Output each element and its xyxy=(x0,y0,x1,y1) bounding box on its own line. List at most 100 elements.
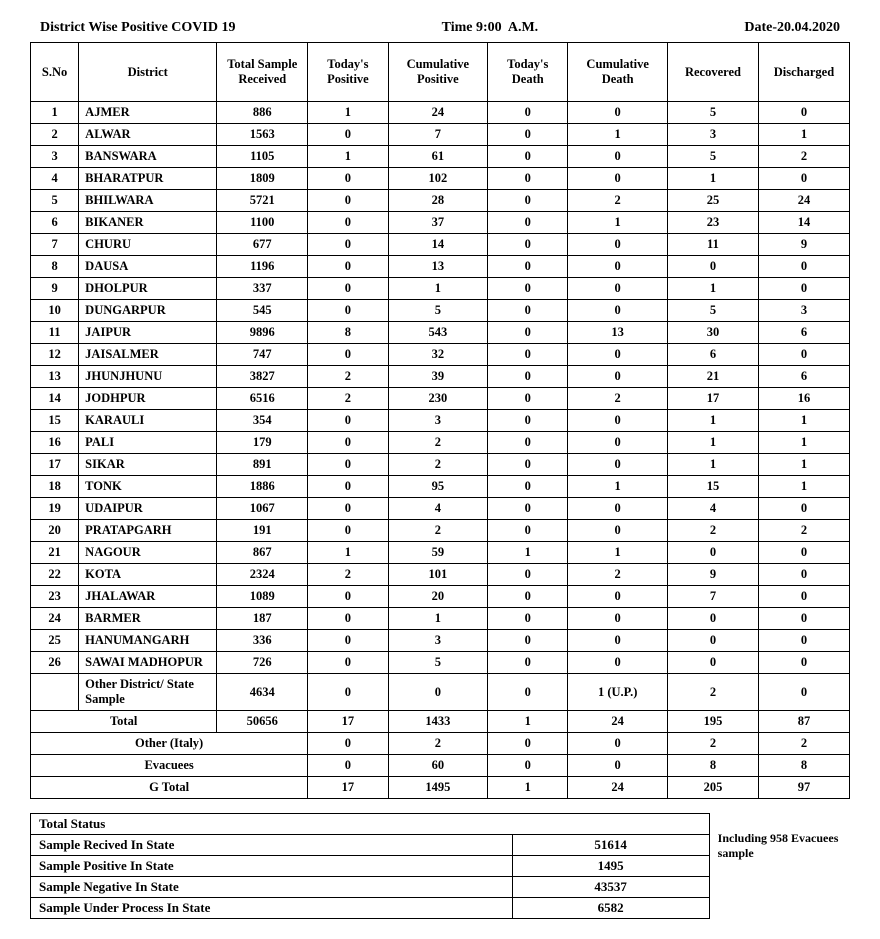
cell: 2 xyxy=(308,366,388,388)
total-row: Total5065617143312419587 xyxy=(31,711,850,733)
cell: 0 xyxy=(568,454,668,476)
cell: 0 xyxy=(308,674,388,711)
cell: 0 xyxy=(488,366,568,388)
cell: 21 xyxy=(667,366,758,388)
table-row: 2ALWAR1563070131 xyxy=(31,124,850,146)
cell: 0 xyxy=(568,498,668,520)
g-total-row: G Total17149512420597 xyxy=(31,777,850,799)
cell: 0 xyxy=(568,234,668,256)
cell: PALI xyxy=(79,432,217,454)
cell: 37 xyxy=(388,212,488,234)
cell: 0 xyxy=(568,432,668,454)
cell: 2324 xyxy=(217,564,308,586)
cell: CHURU xyxy=(79,234,217,256)
cell: 0 xyxy=(568,733,668,755)
cell: JHALAWAR xyxy=(79,586,217,608)
cell: 1 xyxy=(667,278,758,300)
cell: 5 xyxy=(31,190,79,212)
cell: 0 xyxy=(308,652,388,674)
cell: 30 xyxy=(667,322,758,344)
cell: 2 xyxy=(388,454,488,476)
report-time: Time 9:00 A.M. xyxy=(442,20,539,36)
cell: 0 xyxy=(667,542,758,564)
cell: 337 xyxy=(217,278,308,300)
cell: 24 xyxy=(568,777,668,799)
table-row: 18TONK188609501151 xyxy=(31,476,850,498)
cell: 9 xyxy=(667,564,758,586)
table-row: 8DAUSA11960130000 xyxy=(31,256,850,278)
cell: 3827 xyxy=(217,366,308,388)
cell: 0 xyxy=(758,542,849,564)
cell: 12 xyxy=(31,344,79,366)
cell: 1 (U.P.) xyxy=(568,674,668,711)
cell: 9 xyxy=(758,234,849,256)
cell: 0 xyxy=(488,278,568,300)
cell: BIKANER xyxy=(79,212,217,234)
cell: 0 xyxy=(308,300,388,322)
cell: 0 xyxy=(308,344,388,366)
cell: 0 xyxy=(568,586,668,608)
cell: 2 xyxy=(388,432,488,454)
cell: 0 xyxy=(488,322,568,344)
status-row: Sample Negative In State43537 xyxy=(31,877,710,898)
cell: 1 xyxy=(758,410,849,432)
cell: 6 xyxy=(758,322,849,344)
cell: 0 xyxy=(758,586,849,608)
cell: 4 xyxy=(667,498,758,520)
status-value: 6582 xyxy=(512,898,709,919)
cell: 0 xyxy=(667,256,758,278)
cell: 1495 xyxy=(388,777,488,799)
col-header: Recovered xyxy=(667,43,758,102)
cell: 1 xyxy=(758,432,849,454)
cell: 0 xyxy=(568,300,668,322)
status-label: Sample Recived In State xyxy=(31,835,513,856)
cell: UDAIPUR xyxy=(79,498,217,520)
cell: 1809 xyxy=(217,168,308,190)
report-date: Date-20.04.2020 xyxy=(744,20,840,36)
cell: 101 xyxy=(388,564,488,586)
cell: 1 xyxy=(667,454,758,476)
col-header: Cumulative Death xyxy=(568,43,668,102)
cell: 0 xyxy=(758,344,849,366)
cell: 0 xyxy=(568,366,668,388)
cell: JAIPUR xyxy=(79,322,217,344)
cell: 1 xyxy=(488,542,568,564)
cell: 21 xyxy=(31,542,79,564)
cell: 0 xyxy=(488,520,568,542)
cell: 0 xyxy=(308,520,388,542)
cell: DAUSA xyxy=(79,256,217,278)
cell: 886 xyxy=(217,102,308,124)
cell: 1 xyxy=(568,124,668,146)
other-district-row: Other District/ State Sample46340001 (U.… xyxy=(31,674,850,711)
g-total-row-label: G Total xyxy=(31,777,308,799)
cell: 0 xyxy=(488,102,568,124)
cell: 891 xyxy=(217,454,308,476)
table-header-row: S.NoDistrictTotal Sample ReceivedToday's… xyxy=(31,43,850,102)
cell: 22 xyxy=(31,564,79,586)
cell: 0 xyxy=(758,256,849,278)
cell: 1 xyxy=(388,608,488,630)
cell: 1067 xyxy=(217,498,308,520)
cell: 0 xyxy=(308,168,388,190)
cell: 0 xyxy=(488,344,568,366)
cell: 0 xyxy=(308,733,388,755)
cell: 0 xyxy=(758,168,849,190)
report-header: District Wise Positive COVID 19 Time 9:0… xyxy=(30,20,850,36)
cell: 24 xyxy=(758,190,849,212)
cell: 3 xyxy=(667,124,758,146)
cell: 5 xyxy=(667,102,758,124)
cell: 2 xyxy=(758,146,849,168)
cell: 0 xyxy=(488,212,568,234)
cell: 205 xyxy=(667,777,758,799)
table-row: 22KOTA232421010290 xyxy=(31,564,850,586)
cell: 0 xyxy=(568,256,668,278)
cell: 0 xyxy=(488,733,568,755)
cell: 20 xyxy=(31,520,79,542)
status-row: Sample Recived In State51614 xyxy=(31,835,710,856)
cell: 0 xyxy=(388,674,488,711)
cell: 1 xyxy=(308,542,388,564)
cell: 0 xyxy=(488,476,568,498)
cell: 8 xyxy=(667,755,758,777)
cell: HANUMANGARH xyxy=(79,630,217,652)
table-row: 19UDAIPUR1067040040 xyxy=(31,498,850,520)
